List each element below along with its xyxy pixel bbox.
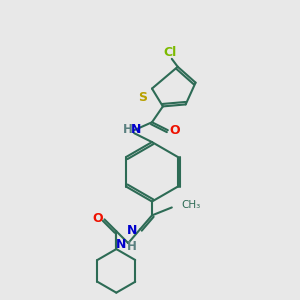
Text: O: O: [169, 124, 180, 137]
Text: Cl: Cl: [163, 46, 176, 59]
Text: S: S: [139, 91, 148, 104]
Text: H: H: [123, 123, 133, 136]
Text: N: N: [116, 238, 127, 250]
Text: H: H: [127, 240, 137, 253]
Text: CH₃: CH₃: [182, 200, 201, 211]
Text: N: N: [127, 224, 137, 237]
Text: O: O: [92, 212, 103, 225]
Text: N: N: [131, 123, 141, 136]
